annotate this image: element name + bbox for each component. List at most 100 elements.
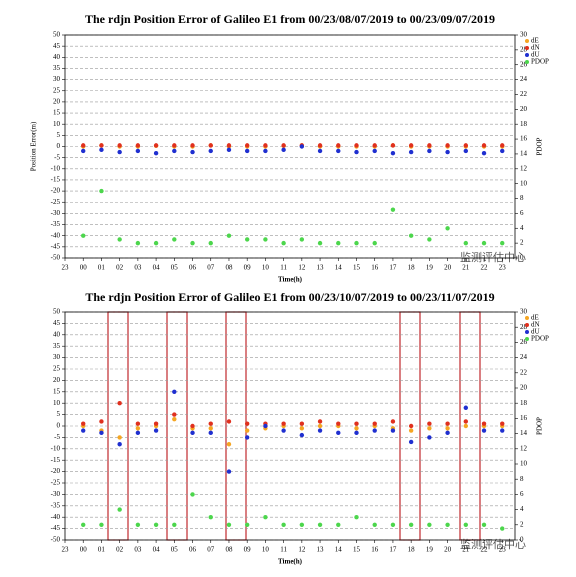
data-point <box>372 143 377 148</box>
data-point <box>445 522 450 527</box>
y-tick-label: -10 <box>51 164 61 172</box>
data-point <box>244 148 250 154</box>
x-tick-label: 02 <box>116 546 124 554</box>
y2-tick-label: 8 <box>520 475 524 483</box>
data-point <box>336 421 341 426</box>
chart-title: The rdjn Position Error of Galileo E1 fr… <box>85 12 495 26</box>
data-point <box>500 240 505 246</box>
y-tick-label: -50 <box>51 254 61 262</box>
y-tick-label: 0 <box>57 422 61 430</box>
x-tick-label: 20 <box>444 546 452 554</box>
x-tick-label: 15 <box>353 546 361 554</box>
y-tick-label: 50 <box>53 31 61 39</box>
data-point <box>99 143 104 148</box>
data-point <box>445 421 450 426</box>
watermark: 监测评估中心 <box>460 251 526 264</box>
data-point <box>135 240 141 246</box>
data-point <box>153 143 159 148</box>
data-point <box>445 149 450 155</box>
y-tick-label: 40 <box>53 53 61 61</box>
data-point <box>299 144 305 149</box>
x-tick-label: 23 <box>499 264 507 272</box>
data-point <box>81 428 86 433</box>
y-tick-label: 30 <box>53 75 61 83</box>
data-point <box>354 515 359 520</box>
data-point <box>463 240 469 246</box>
data-point <box>226 143 232 148</box>
x-tick-label: 02 <box>116 264 124 272</box>
data-point <box>263 423 268 429</box>
x-tick-label: 16 <box>371 546 379 554</box>
y-tick-label: 30 <box>53 353 61 361</box>
data-point <box>208 240 213 246</box>
y-tick-label: 15 <box>53 387 61 395</box>
y2-tick-label: 24 <box>520 353 528 361</box>
y-tick-label: -30 <box>51 209 61 217</box>
legend-marker <box>525 60 529 64</box>
data-point <box>445 226 450 231</box>
y2-tick-label: 4 <box>520 224 524 232</box>
data-point <box>427 522 432 527</box>
y-tick-label: -35 <box>51 220 61 228</box>
data-point <box>244 237 250 242</box>
x-tick-label: 06 <box>189 546 197 554</box>
data-point <box>244 435 250 440</box>
data-point <box>281 240 286 246</box>
y2-tick-label: 8 <box>520 194 524 202</box>
data-point <box>190 143 195 148</box>
data-point <box>317 419 323 424</box>
y-tick-label: -50 <box>51 536 61 544</box>
data-point <box>172 389 177 394</box>
data-point <box>372 240 377 246</box>
data-point <box>263 143 268 148</box>
data-point <box>390 419 396 424</box>
data-point <box>463 143 469 148</box>
data-point <box>354 240 359 246</box>
data-point <box>263 148 268 154</box>
data-point <box>190 149 195 155</box>
data-point <box>281 421 286 426</box>
data-point <box>463 423 469 429</box>
data-point <box>299 421 305 426</box>
data-point <box>390 428 396 433</box>
data-point <box>299 426 305 431</box>
data-point <box>263 515 268 520</box>
y-tick-label: -40 <box>51 231 61 239</box>
x-tick-label: 10 <box>262 264 270 272</box>
data-point <box>208 426 213 431</box>
data-point <box>135 426 141 431</box>
y-tick-label: 20 <box>53 376 61 384</box>
data-point <box>354 143 359 148</box>
y-tick-label: 10 <box>53 120 61 128</box>
data-point <box>190 423 195 429</box>
x-tick-label: 19 <box>426 546 434 554</box>
y-tick-label: 35 <box>53 64 61 72</box>
data-point <box>172 237 177 242</box>
x-tick-label: 12 <box>298 546 306 554</box>
data-point <box>500 421 505 426</box>
x-tick-label: 05 <box>171 264 179 272</box>
y-tick-label: -25 <box>51 198 61 206</box>
y2-tick-label: 26 <box>520 338 528 346</box>
data-point <box>372 148 377 154</box>
data-point <box>99 188 104 194</box>
x-tick-label: 05 <box>171 546 179 554</box>
x-tick-label: 08 <box>225 264 233 272</box>
data-point <box>317 428 323 433</box>
data-point <box>500 428 505 433</box>
x-tick-label: 01 <box>98 264 106 272</box>
data-point <box>135 143 141 148</box>
x-tick-label: 07 <box>207 264 215 272</box>
x-tick-label: 15 <box>353 264 361 272</box>
y2-tick-label: 26 <box>520 60 528 68</box>
data-point <box>226 233 232 238</box>
data-point <box>135 148 141 154</box>
data-point <box>153 240 159 246</box>
data-point <box>299 432 305 438</box>
data-point <box>135 430 141 436</box>
legend-label: PDOP <box>531 58 549 66</box>
x-tick-label: 06 <box>189 264 197 272</box>
data-point <box>172 143 177 148</box>
data-point <box>481 522 487 527</box>
